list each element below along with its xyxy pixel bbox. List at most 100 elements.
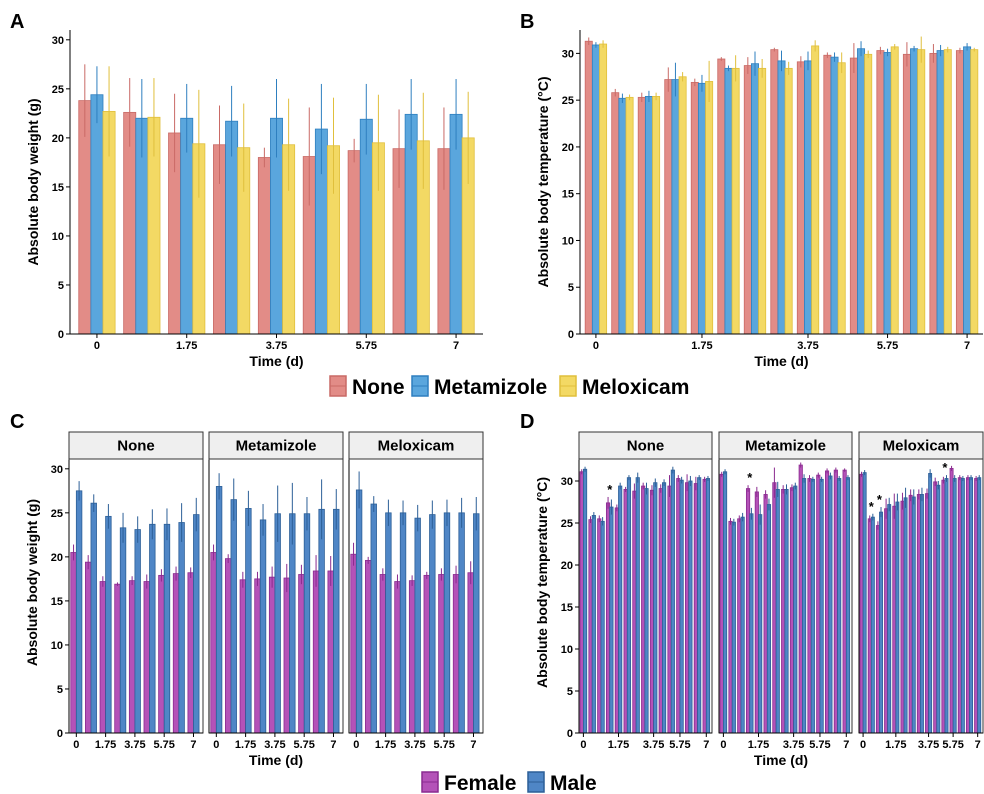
x-tick-label: 1.75	[235, 739, 256, 751]
bar	[969, 477, 974, 734]
bar	[798, 464, 803, 734]
bar	[801, 478, 807, 734]
facet-strip-label: Metamizole	[745, 438, 826, 455]
bar	[810, 478, 815, 734]
bar	[423, 574, 430, 734]
x-tick-label: 0	[213, 739, 219, 751]
x-tick-label: 3.75	[643, 739, 664, 751]
legend-label: Female	[444, 772, 516, 794]
bar	[283, 577, 290, 734]
bar	[210, 552, 217, 734]
bar	[582, 468, 588, 734]
significance-star: *	[747, 470, 753, 485]
bar	[429, 514, 436, 734]
bar	[644, 96, 653, 335]
bar	[134, 529, 141, 734]
bar	[908, 494, 913, 734]
bar	[845, 477, 851, 734]
bar	[678, 76, 687, 335]
bar	[784, 488, 789, 734]
bar	[705, 478, 711, 734]
bar	[849, 57, 858, 335]
bar	[728, 520, 733, 734]
bar	[910, 48, 919, 335]
bar	[600, 520, 605, 734]
bar	[318, 508, 325, 734]
y-tick-label: 0	[58, 329, 64, 341]
bar	[679, 479, 684, 734]
bar	[933, 481, 938, 734]
bar	[955, 50, 964, 335]
bar	[473, 513, 480, 734]
bar	[289, 513, 296, 734]
bar	[688, 480, 693, 734]
bar	[936, 484, 941, 734]
bar	[965, 477, 970, 734]
bar	[977, 477, 982, 734]
facet-strip-label: Metamizole	[236, 438, 317, 455]
bar	[702, 478, 707, 734]
bar	[705, 81, 714, 335]
bar	[644, 488, 649, 734]
y-tick-label: 20	[562, 142, 574, 154]
bar	[467, 572, 474, 734]
bar	[443, 512, 451, 734]
bar	[637, 96, 646, 335]
bar	[105, 515, 112, 734]
bar	[408, 580, 416, 734]
y-tick-label: 25	[51, 508, 63, 520]
significance-star: *	[942, 460, 948, 475]
bar	[333, 508, 340, 734]
y-tick-label: 20	[52, 133, 64, 145]
x-tick-label: 5.75	[877, 340, 898, 352]
bar	[597, 518, 602, 734]
bar	[632, 490, 637, 734]
y-tick-label: 0	[568, 329, 574, 341]
bar	[399, 512, 407, 734]
bar	[884, 508, 889, 734]
bar	[963, 46, 972, 335]
x-tick-label: 3.75	[124, 739, 145, 751]
bar	[254, 578, 261, 734]
bar	[268, 576, 276, 734]
x-tick-label: 3.75	[264, 739, 285, 751]
bar	[758, 514, 763, 734]
bar	[452, 574, 460, 734]
y-tick-label: 5	[568, 282, 574, 294]
bar	[859, 473, 864, 734]
bar	[438, 574, 445, 734]
bar	[731, 67, 740, 335]
bar	[842, 469, 847, 734]
bar	[870, 516, 875, 734]
bar	[579, 471, 584, 734]
bar	[274, 513, 281, 734]
bar	[671, 79, 680, 335]
bar	[119, 527, 127, 734]
y-tick-label: 5	[58, 280, 64, 292]
x-tick-label: 5.75	[433, 739, 454, 751]
x-tick-label: 3.75	[797, 340, 818, 352]
bar	[652, 96, 661, 335]
bar	[365, 559, 372, 734]
x-tick-label: 0	[353, 739, 359, 751]
bar	[599, 43, 608, 335]
bar	[825, 470, 830, 734]
bar	[99, 581, 107, 734]
bar	[230, 499, 237, 734]
bar	[618, 97, 627, 335]
y-tick-label: 0	[567, 728, 573, 740]
legend-label: Metamizole	[434, 376, 547, 399]
y-axis-title: Absolute body weight (g)	[24, 499, 40, 666]
bar	[690, 81, 699, 335]
bar	[903, 497, 908, 734]
bar	[949, 467, 954, 734]
bar	[618, 485, 623, 734]
bar	[172, 573, 180, 734]
bar	[149, 523, 156, 734]
bar	[379, 574, 387, 734]
x-tick-label: 7	[190, 739, 196, 751]
x-tick-label: 1.75	[691, 340, 712, 352]
x-tick-label: 0	[73, 739, 79, 751]
panel-letter: C	[10, 411, 24, 433]
